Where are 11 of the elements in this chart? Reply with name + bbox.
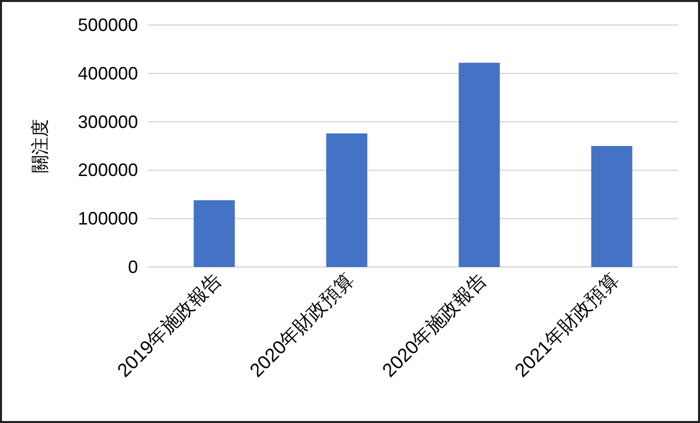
y-tick-label: 100000 [78, 208, 138, 229]
bar [326, 133, 368, 267]
bar [194, 200, 235, 267]
y-tick-label: 500000 [78, 15, 138, 35]
bar [591, 146, 632, 267]
y-tick-label: 0 [128, 257, 138, 277]
y-tick-label: 200000 [78, 160, 138, 180]
y-tick-label: 400000 [78, 63, 138, 84]
y-tick-label: 300000 [78, 112, 138, 132]
y-axis-title: 關注度 [30, 119, 50, 173]
bar [458, 62, 500, 267]
